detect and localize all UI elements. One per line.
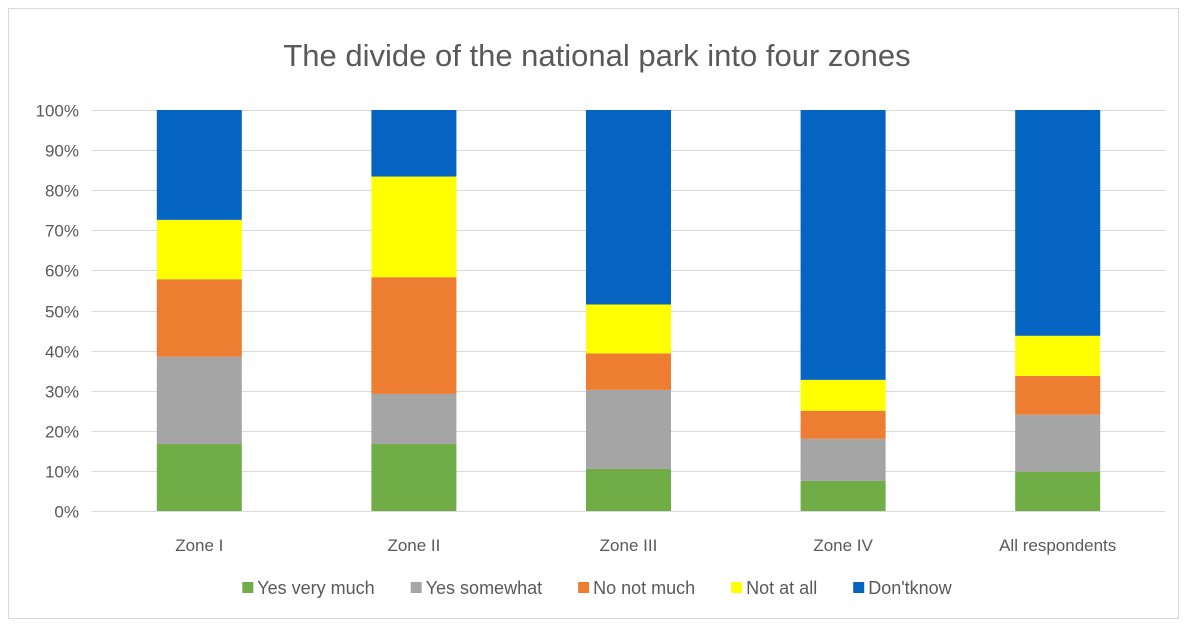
y-tick-label: 70% [45, 222, 79, 241]
bar-segment [800, 410, 886, 439]
legend-item: Yes very much [242, 578, 375, 598]
legend-swatch [731, 582, 743, 593]
y-tick-label: 30% [45, 383, 79, 402]
bar-segment [1015, 471, 1101, 511]
bar-segment [156, 110, 242, 220]
y-axis-tick-labels: 0% 10% 20% 30% 40% 50% 60% 70% 80% 90% 100% [36, 102, 79, 522]
y-tick-label: 80% [45, 182, 79, 201]
bar-segment [800, 110, 886, 380]
bar-segment [586, 389, 671, 469]
legend-label: Yes very much [257, 578, 374, 598]
y-tick-label: 50% [45, 303, 79, 322]
y-tick-label: 60% [45, 262, 79, 281]
bar-segment [156, 444, 242, 511]
bar-segment [800, 438, 886, 481]
bar-segment [1015, 335, 1101, 376]
bar-segment [371, 277, 457, 394]
y-tick-label: 40% [45, 343, 79, 362]
x-axis-category-labels: Zone I Zone II Zone III Zone IV All responde… [175, 536, 1116, 555]
bar-segment [1015, 414, 1101, 472]
legend: Yes very much Yes somewhat No not much Not … [242, 578, 953, 598]
bar-segment [800, 379, 886, 411]
legend-label: Yes somewhat [426, 578, 542, 598]
bar-segment [586, 468, 671, 511]
x-category-label: Zone I [175, 536, 223, 555]
legend-item: No not much [578, 578, 695, 598]
x-category-label: Zone IV [813, 536, 873, 555]
legend-swatch [578, 582, 590, 593]
y-tick-label: 90% [45, 142, 79, 161]
legend-label: Not at all [746, 578, 817, 598]
bar-segment [371, 110, 457, 177]
x-category-label: All respondents [999, 536, 1116, 555]
chart-title: The divide of the national park into fou… [283, 38, 910, 73]
bar-segment [371, 444, 457, 511]
legend-label: Don'tknow [868, 578, 952, 598]
legend-swatch [242, 582, 254, 593]
bar-segment [586, 110, 671, 305]
bar-segment [371, 176, 457, 278]
bar-segment [800, 480, 886, 511]
bar-segment [586, 304, 671, 354]
legend-item: Yes somewhat [410, 578, 542, 598]
x-category-label: Zone III [600, 536, 658, 555]
legend-item: Don'tknow [853, 578, 953, 598]
legend-item: Not at all [731, 578, 817, 598]
y-tick-label: 10% [45, 463, 79, 482]
bar-segment [156, 219, 242, 280]
y-tick-label: 100% [36, 102, 79, 121]
bar-segment [586, 353, 671, 390]
y-tick-label: 20% [45, 423, 79, 442]
legend-label: No not much [593, 578, 695, 598]
y-tick-label: 0% [54, 503, 79, 522]
bar-segment [156, 279, 242, 357]
bars [156, 110, 1101, 511]
bar-segment [1015, 375, 1101, 415]
bar-segment [156, 356, 242, 445]
legend-swatch [853, 582, 865, 593]
legend-swatch [410, 582, 422, 593]
bar-segment [1015, 110, 1101, 336]
bar-segment [371, 393, 457, 445]
x-category-label: Zone II [387, 536, 440, 555]
